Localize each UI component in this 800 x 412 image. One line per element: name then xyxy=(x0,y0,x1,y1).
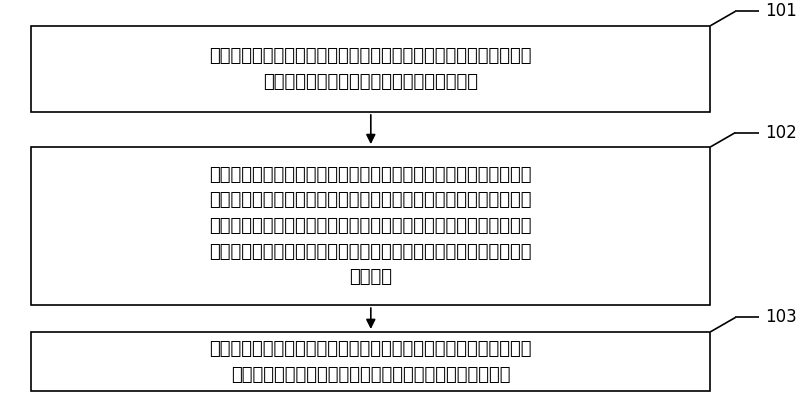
Text: 102: 102 xyxy=(765,124,797,142)
Text: 103: 103 xyxy=(765,309,797,326)
Text: 101: 101 xyxy=(765,2,797,20)
FancyBboxPatch shape xyxy=(31,26,710,112)
Text: 当在第一处理器核对应的处于就绪状态的待运行线程的集合中查找到
所需类型的线程时，将当前运行的线程切换成查找到的线程: 当在第一处理器核对应的处于就绪状态的待运行线程的集合中查找到 所需类型的线程时，… xyxy=(210,340,532,384)
Text: 若第二处理器核当前运行的是缓存敏感型线程，则从第一处理器核对
应的处于就绪状态的待运行线程的集合中查找一个缓存非敏感型线程
，或者，若第二处理器核当前运行的是缓: 若第二处理器核当前运行的是缓存敏感型线程，则从第一处理器核对 应的处于就绪状态的… xyxy=(210,166,532,286)
Text: 当第一处理器核发生线程上下文切换时，确定与第一处理器核具有对
应关系的第二处理器核当前运行的线程的类型: 当第一处理器核发生线程上下文切换时，确定与第一处理器核具有对 应关系的第二处理器… xyxy=(210,47,532,91)
FancyBboxPatch shape xyxy=(31,147,710,305)
FancyBboxPatch shape xyxy=(31,332,710,391)
